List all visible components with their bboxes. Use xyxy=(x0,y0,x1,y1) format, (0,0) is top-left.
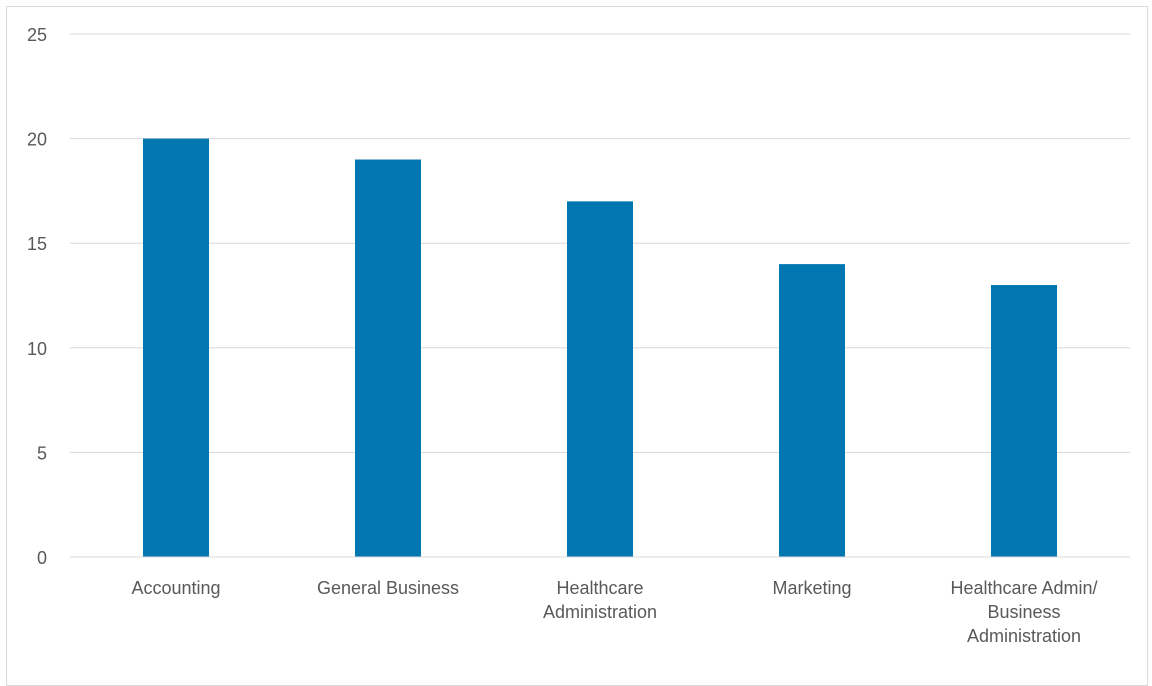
bar xyxy=(567,201,633,558)
bar-layer xyxy=(143,138,1057,558)
x-axis-ticks: Accounting General Business Healthcare Admi… xyxy=(131,578,1097,646)
y-tick-label: 5 xyxy=(37,443,47,463)
y-tick-label: 25 xyxy=(27,25,47,45)
y-tick-label: 0 xyxy=(37,548,47,568)
y-axis-ticks: 0 5 10 15 20 25 xyxy=(27,25,47,568)
x-tick-label: General Business xyxy=(317,578,459,598)
y-tick-label: 10 xyxy=(27,339,47,359)
x-tick-label: Healthcare Admin/Business Administration xyxy=(950,578,1097,646)
y-tick-label: 20 xyxy=(27,130,47,150)
bar xyxy=(355,159,421,557)
bar xyxy=(779,264,845,557)
x-tick-label: Marketing xyxy=(772,578,851,598)
x-tick-label: Healthcare Administration xyxy=(543,578,657,622)
bar xyxy=(991,285,1057,557)
bar xyxy=(143,138,209,557)
x-tick-label: Accounting xyxy=(131,578,220,598)
y-tick-label: 15 xyxy=(27,234,47,254)
